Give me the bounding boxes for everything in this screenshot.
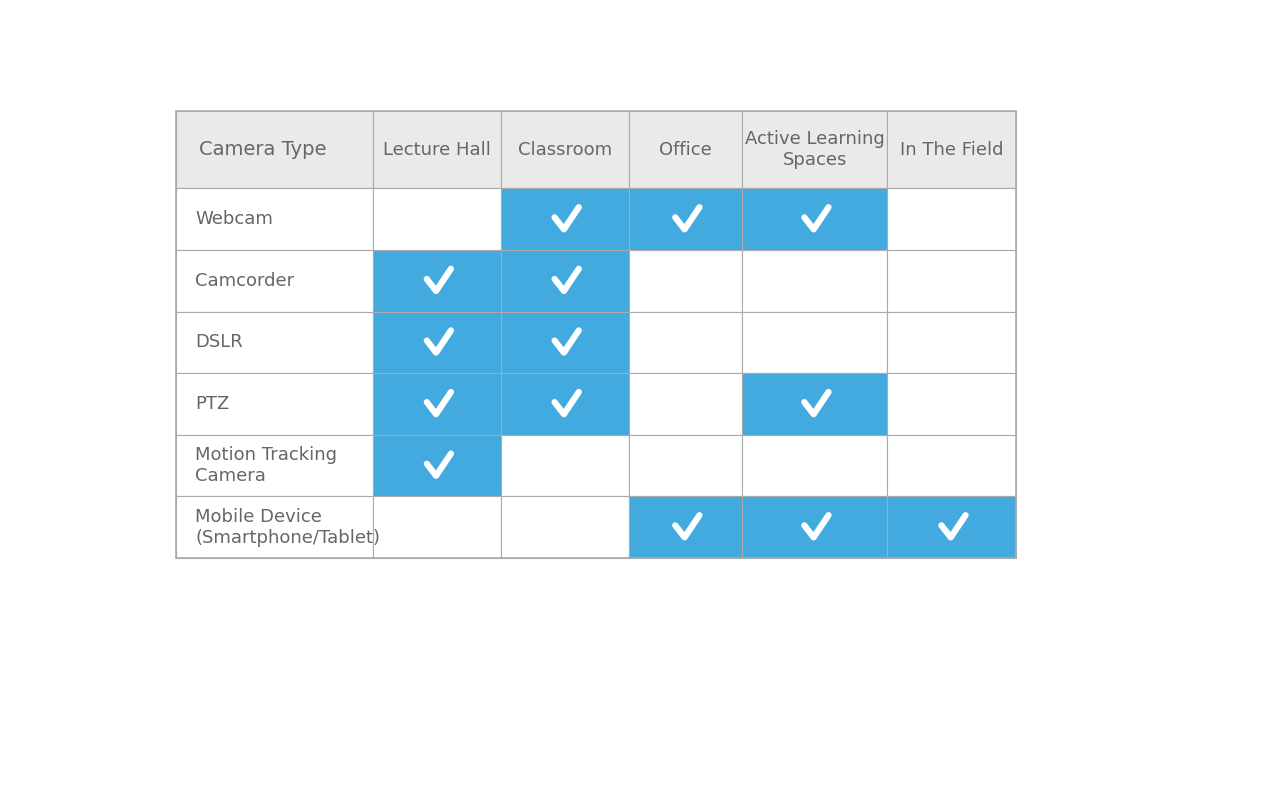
Bar (628, 250, 742, 311)
Bar (742, 111, 887, 188)
Bar (500, 373, 628, 435)
Text: Camcorder: Camcorder (196, 272, 294, 290)
Bar (372, 373, 500, 435)
Text: Lecture Hall: Lecture Hall (383, 141, 492, 159)
Bar (175, 435, 372, 496)
Text: Classroom: Classroom (518, 141, 612, 159)
Bar (887, 311, 1016, 373)
Bar (372, 250, 500, 311)
Bar (742, 373, 887, 435)
Text: Office: Office (659, 141, 712, 159)
Bar (628, 311, 742, 373)
Bar (887, 188, 1016, 250)
Bar (500, 111, 628, 188)
Bar (500, 496, 628, 558)
Bar (175, 111, 372, 188)
Bar (175, 373, 372, 435)
Bar (742, 496, 887, 558)
Bar (742, 188, 887, 250)
Bar (175, 111, 1016, 558)
Bar (175, 496, 372, 558)
Bar (372, 496, 500, 558)
Bar (372, 311, 500, 373)
Bar (887, 250, 1016, 311)
Text: Webcam: Webcam (196, 210, 273, 228)
Bar (175, 311, 372, 373)
Bar (372, 188, 500, 250)
Bar (628, 188, 742, 250)
Text: Motion Tracking
Camera: Motion Tracking Camera (196, 446, 337, 485)
Bar (372, 111, 500, 188)
Bar (628, 111, 742, 188)
Bar (175, 188, 372, 250)
Bar (628, 373, 742, 435)
Bar (887, 111, 1016, 188)
Bar (500, 435, 628, 496)
Bar (742, 250, 887, 311)
Bar (500, 188, 628, 250)
Bar (887, 496, 1016, 558)
Bar (175, 250, 372, 311)
Text: DSLR: DSLR (196, 334, 243, 351)
Bar (628, 496, 742, 558)
Bar (887, 435, 1016, 496)
Text: Camera Type: Camera Type (200, 141, 326, 159)
Bar (500, 311, 628, 373)
Bar (628, 435, 742, 496)
Text: In The Field: In The Field (900, 141, 1004, 159)
Bar (742, 311, 887, 373)
Text: PTZ: PTZ (196, 395, 229, 413)
Text: Mobile Device
(Smartphone/Tablet): Mobile Device (Smartphone/Tablet) (196, 508, 380, 546)
Bar (887, 373, 1016, 435)
Bar (500, 250, 628, 311)
Bar (742, 435, 887, 496)
Bar (372, 435, 500, 496)
Text: Active Learning
Spaces: Active Learning Spaces (745, 130, 884, 170)
